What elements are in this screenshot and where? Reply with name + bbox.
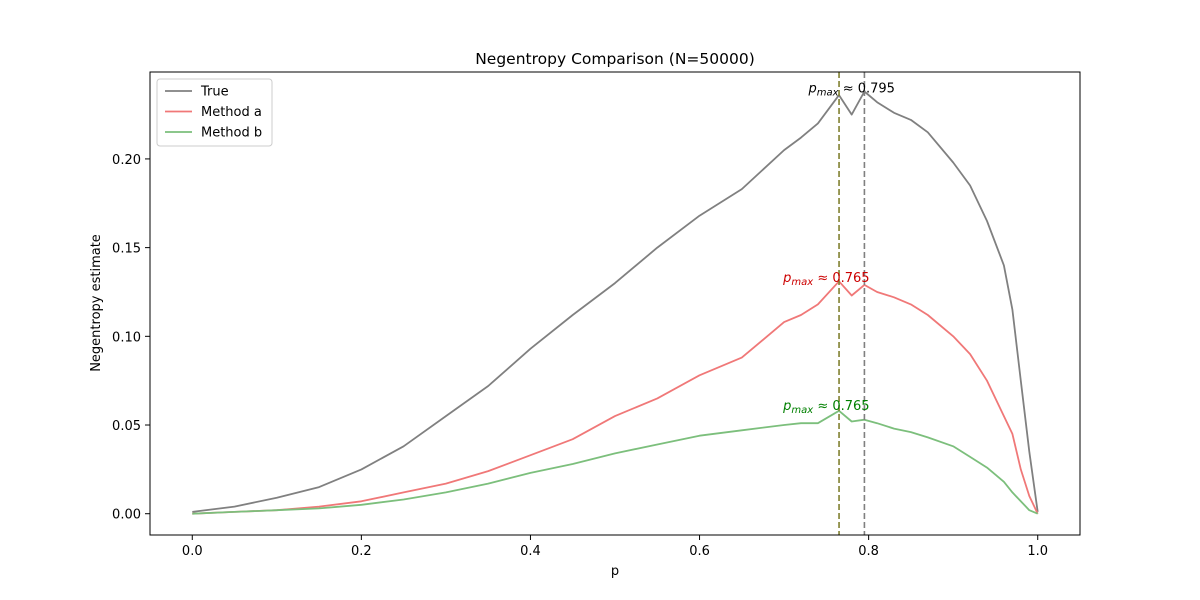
y-tick-label: 0.05 <box>112 419 141 434</box>
annotation-symbol: p <box>782 399 791 414</box>
legend: True Method a Method b <box>156 78 273 147</box>
legend-label: Method a <box>201 105 262 120</box>
annotation-value: ≈ 0.795 <box>839 81 895 96</box>
x-tick-label: 0.0 <box>182 544 203 559</box>
x-tick-label: 0.6 <box>689 544 710 559</box>
annotation-subscript: max <box>817 87 839 98</box>
x-tick-label: 1.0 <box>1027 544 1048 559</box>
chart-title: Negentropy Comparison (N=50000) <box>475 50 755 68</box>
y-tick-label: 0.00 <box>112 508 141 523</box>
series-line-method-b <box>192 409 1039 515</box>
y-tick-label: 0.15 <box>112 242 141 257</box>
y-tick-label: 0.10 <box>112 330 141 345</box>
annotation-value: ≈ 0.765 <box>813 271 869 286</box>
legend-label: Method b <box>201 126 262 141</box>
pmax-annotation-1: pmax ≈ 0.795 <box>808 81 895 98</box>
annotation-symbol: p <box>808 81 817 96</box>
x-tick-label: 0.2 <box>351 544 372 559</box>
pmax-annotation-3: pmax ≈ 0.765 <box>782 399 869 416</box>
x-axis: 0.0 0.2 0.4 0.6 0.8 1.0 <box>182 535 1048 559</box>
series-line-method-a <box>192 280 1039 515</box>
series-line-true <box>192 90 1039 513</box>
legend-box <box>156 78 273 147</box>
annotation-value: ≈ 0.765 <box>813 399 869 414</box>
y-tick-label: 0.20 <box>112 153 141 168</box>
x-axis-label: p <box>611 564 619 579</box>
plot-frame <box>149 71 1081 536</box>
legend-label: True <box>200 85 229 100</box>
annotation-symbol: p <box>782 271 791 286</box>
plot-area <box>192 72 1039 535</box>
annotation-subscript: max <box>791 277 813 288</box>
y-axis-label: Negentropy estimate <box>89 234 104 372</box>
x-tick-label: 0.4 <box>520 544 541 559</box>
pmax-annotation-2: pmax ≈ 0.765 <box>782 271 869 288</box>
annotation-subscript: max <box>791 405 813 416</box>
x-tick-label: 0.8 <box>858 544 879 559</box>
y-axis: 0.00 0.05 0.10 0.15 0.20 <box>112 153 150 523</box>
